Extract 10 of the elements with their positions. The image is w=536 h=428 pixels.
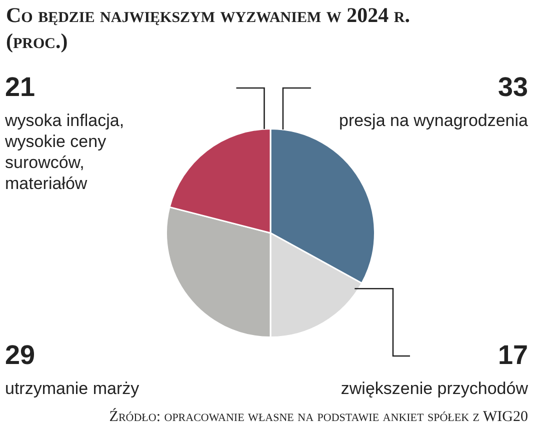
slice-label: wysoka inflacja, wysokie ceny surowców, materiałów: [5, 110, 126, 194]
chart-title: Co będzie największym wyzwaniem w 2024 r. (proc.): [6, 2, 411, 54]
data-label: 29: [5, 340, 36, 371]
slice-label: zwiększenie przychodów: [340, 378, 528, 399]
slice-label: presja na wynagrodzenia: [338, 110, 528, 131]
data-label: 17: [496, 340, 528, 371]
text: Źródło: opracowanie własne na podstawie ankiet spółek z WIG20: [109, 409, 528, 426]
data-label: 21: [5, 72, 36, 103]
slice-label: utrzymanie marży: [5, 378, 140, 399]
data-label: 33: [496, 72, 528, 103]
